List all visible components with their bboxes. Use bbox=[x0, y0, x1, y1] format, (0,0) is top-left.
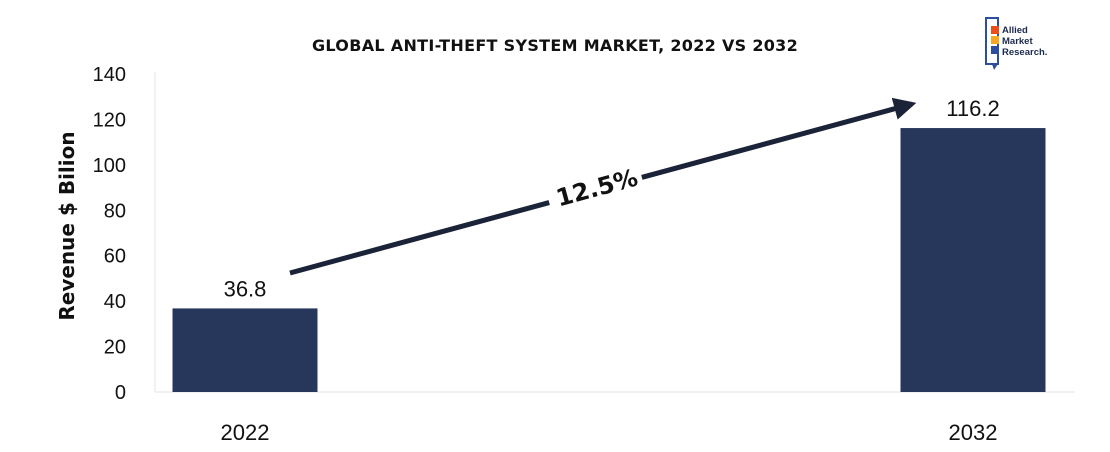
bar-value-label: 116.2 bbox=[946, 96, 999, 121]
bar-2022 bbox=[172, 308, 318, 392]
y-tick-label: 100 bbox=[93, 155, 126, 177]
y-tick-label: 40 bbox=[104, 291, 126, 313]
logo-tail bbox=[992, 64, 998, 70]
y-tick-label: 120 bbox=[93, 109, 126, 131]
value-labels-group: 36.8 116.2 bbox=[224, 96, 1000, 301]
bar-value-label: 36.8 bbox=[224, 276, 267, 301]
y-tick-label: 140 bbox=[93, 64, 126, 86]
logo-block-3 bbox=[991, 46, 999, 54]
category-labels-group: 2022 2032 bbox=[221, 420, 998, 445]
chart-title: GLOBAL ANTI-THEFT SYSTEM MARKET, 2022 VS… bbox=[312, 36, 798, 55]
bar-2032 bbox=[900, 128, 1046, 392]
logo-line-2: Market bbox=[1002, 36, 1033, 47]
logo-block-1 bbox=[991, 26, 999, 34]
y-tick-label: 80 bbox=[104, 200, 126, 222]
y-tick-label: 0 bbox=[115, 382, 126, 404]
allied-market-research-logo: Allied Market Research. bbox=[985, 17, 1047, 70]
y-axis-ticks: 0 20 40 60 80 100 120 140 bbox=[93, 64, 126, 404]
logo-line-1: Allied bbox=[1002, 25, 1028, 36]
logo-line-3: Research. bbox=[1002, 47, 1047, 58]
x-category-label: 2022 bbox=[221, 420, 270, 445]
y-tick-label: 20 bbox=[104, 337, 126, 359]
y-tick-label: 60 bbox=[104, 246, 126, 268]
x-category-label: 2032 bbox=[949, 420, 998, 445]
y-axis-label: Revenue $ Bilion bbox=[55, 131, 79, 320]
bars-group bbox=[172, 128, 1046, 392]
growth-label-background bbox=[543, 155, 647, 221]
logo-block-2 bbox=[991, 36, 999, 44]
